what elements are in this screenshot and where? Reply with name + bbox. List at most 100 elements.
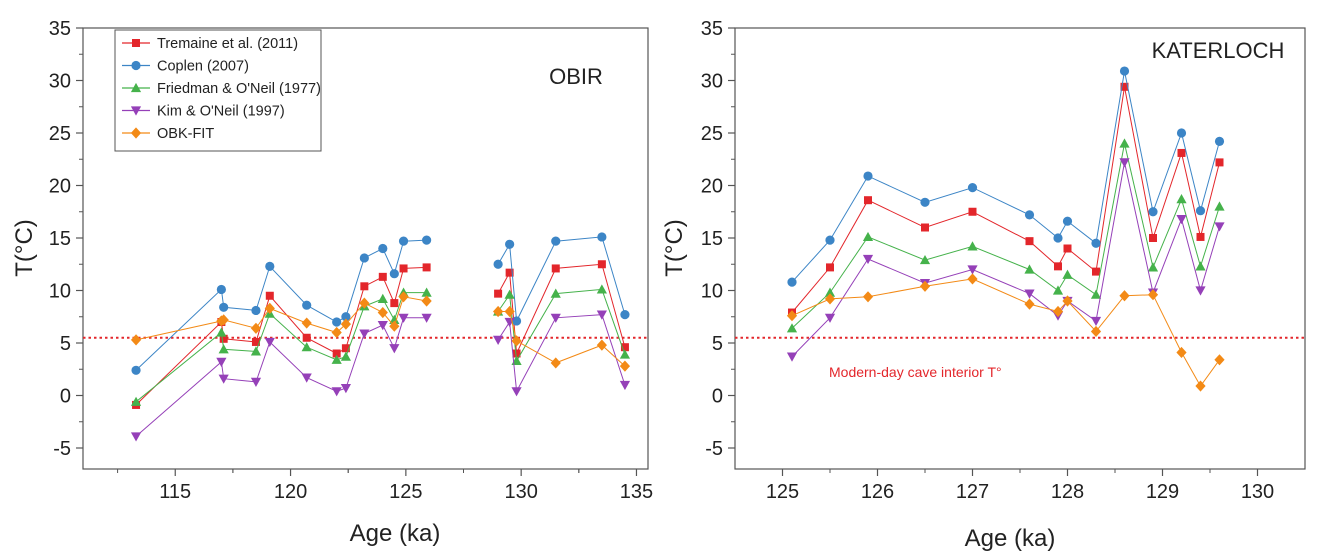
x-tick-label: 125 xyxy=(389,481,422,503)
y-tick-label: 30 xyxy=(701,71,723,93)
data-point xyxy=(494,290,502,298)
data-point xyxy=(219,303,228,312)
data-point xyxy=(332,387,342,396)
data-point xyxy=(1215,137,1224,146)
series-layer xyxy=(787,66,1225,391)
y-tick-label: 0 xyxy=(60,386,71,408)
data-point xyxy=(341,384,351,393)
data-point xyxy=(131,334,141,345)
data-point xyxy=(967,273,977,284)
data-point xyxy=(332,317,341,326)
y-tick-label: 25 xyxy=(49,123,71,145)
y-axis-label: T(°C) xyxy=(11,219,38,277)
data-point xyxy=(131,366,140,375)
x-tick-label: 125 xyxy=(766,481,799,503)
data-point xyxy=(512,316,521,325)
data-point xyxy=(864,196,872,204)
data-point xyxy=(1195,286,1205,295)
data-point xyxy=(1119,138,1129,147)
data-point xyxy=(598,260,606,268)
data-point xyxy=(551,237,560,246)
series-2 xyxy=(787,138,1225,332)
y-tick-label: 25 xyxy=(701,123,723,145)
data-point xyxy=(493,336,503,345)
data-point xyxy=(265,262,274,271)
y-tick-label: 15 xyxy=(49,228,71,250)
y-tick-label: -5 xyxy=(53,438,71,460)
data-point xyxy=(378,294,388,303)
data-point xyxy=(1214,354,1224,365)
data-point xyxy=(620,381,630,390)
data-point xyxy=(1064,245,1072,253)
series-line xyxy=(136,267,427,405)
data-point xyxy=(551,357,561,368)
plot-frame xyxy=(735,28,1305,469)
data-point xyxy=(597,284,607,293)
series-1 xyxy=(131,232,629,375)
data-point xyxy=(1025,210,1034,219)
data-point xyxy=(422,295,432,306)
data-point xyxy=(1026,237,1034,245)
x-axis-label: Age (ka) xyxy=(350,520,441,547)
data-point xyxy=(1024,264,1034,273)
legend-label: Tremaine et al. (2011) xyxy=(157,36,298,52)
reference-line-label: Modern-day cave interior T° xyxy=(829,364,1002,380)
legend-swatch-marker xyxy=(131,61,140,70)
data-point xyxy=(863,291,873,302)
data-point xyxy=(251,323,261,334)
x-tick-label: 115 xyxy=(159,481,191,503)
series-line xyxy=(792,87,1220,313)
data-point xyxy=(422,236,431,245)
series-4 xyxy=(131,291,630,372)
data-point xyxy=(265,303,275,314)
data-point xyxy=(1195,261,1205,270)
data-point xyxy=(360,253,369,262)
data-point xyxy=(400,264,408,272)
data-point xyxy=(251,306,260,315)
panel-title: KATERLOCH xyxy=(1152,38,1285,63)
y-tick-label: 20 xyxy=(49,176,71,198)
data-point xyxy=(131,432,141,441)
series-line xyxy=(792,71,1220,282)
data-point xyxy=(217,285,226,294)
data-point xyxy=(505,290,515,299)
data-point xyxy=(266,292,274,300)
x-tick-label: 128 xyxy=(1051,481,1084,503)
data-point xyxy=(968,183,977,192)
legend-label: Kim & O'Neil (1997) xyxy=(157,104,285,120)
data-point xyxy=(1091,239,1100,248)
y-tick-label: 5 xyxy=(60,333,71,355)
y-tick-label: 0 xyxy=(712,386,723,408)
y-tick-label: 15 xyxy=(701,228,723,250)
y-tick-label: 10 xyxy=(49,281,71,303)
data-point xyxy=(620,361,630,372)
data-point xyxy=(967,265,977,274)
data-point xyxy=(1054,262,1062,270)
data-point xyxy=(379,273,387,281)
data-point xyxy=(1024,290,1034,299)
data-point xyxy=(303,334,311,342)
data-point xyxy=(787,278,796,287)
data-point xyxy=(341,352,351,361)
data-point xyxy=(423,263,431,271)
y-tick-label: 35 xyxy=(49,18,71,40)
data-point xyxy=(1091,290,1101,299)
data-point xyxy=(1053,233,1062,242)
data-point xyxy=(1196,206,1205,215)
x-tick-label: 130 xyxy=(1241,481,1274,503)
data-point xyxy=(597,340,607,351)
data-point xyxy=(1063,217,1072,226)
data-point xyxy=(1053,285,1063,294)
data-point xyxy=(1148,207,1157,216)
y-tick-label: 30 xyxy=(49,71,71,93)
series-line xyxy=(136,297,427,340)
axes-ticks: 125 126 127 128 129 130-505101520253035 xyxy=(701,18,1274,503)
data-point xyxy=(332,327,342,338)
data-point xyxy=(1178,149,1186,157)
data-point xyxy=(390,299,398,307)
data-point xyxy=(863,255,873,264)
legend-label: Friedman & O'Neil (1977) xyxy=(157,81,321,97)
legend-label: Coplen (2007) xyxy=(157,59,249,75)
series-3 xyxy=(131,311,630,442)
